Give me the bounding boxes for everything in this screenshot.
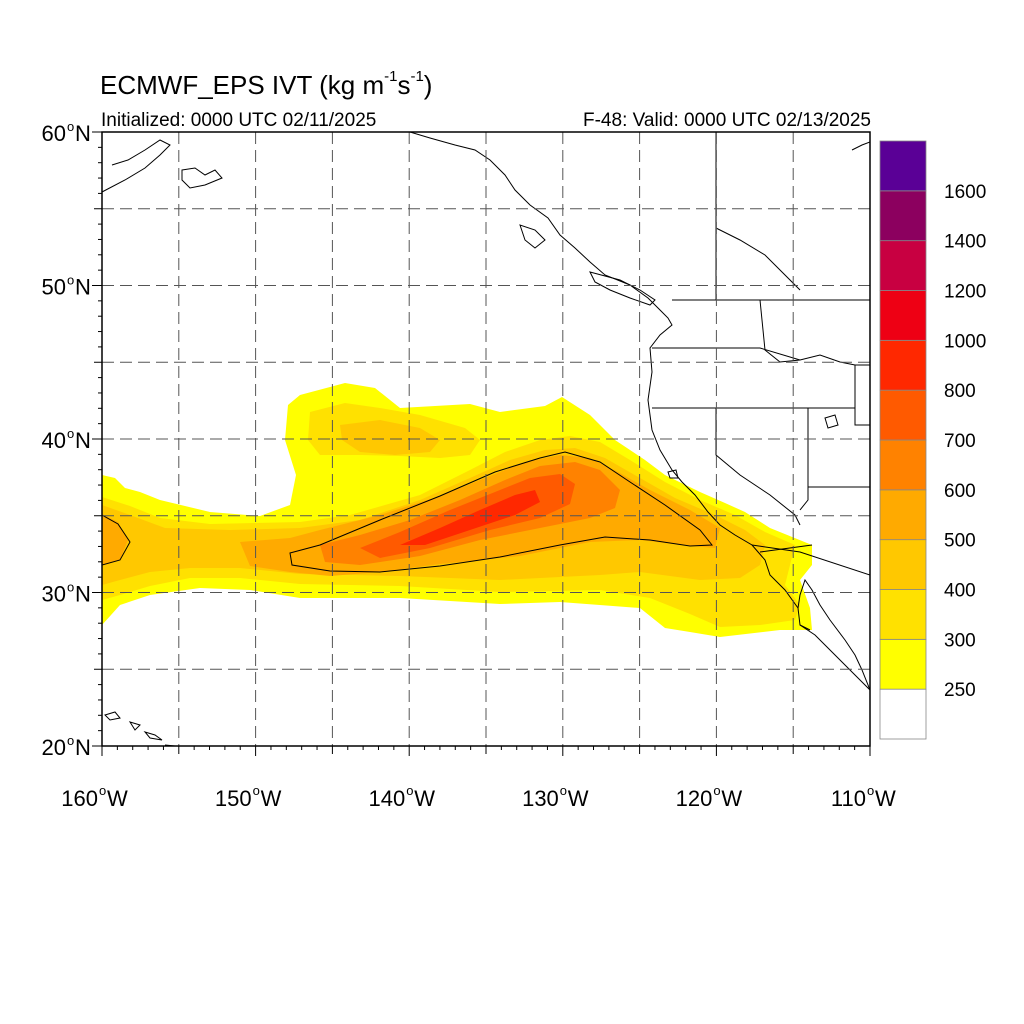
colorbar-label: 300 xyxy=(944,630,976,651)
colorbar-swatch xyxy=(879,240,927,291)
degree-symbol: o xyxy=(713,783,720,798)
colorbar-swatch xyxy=(879,439,927,491)
colorbar-swatch xyxy=(879,140,927,192)
lat-suffix: N xyxy=(75,275,91,300)
colorbar-label: 500 xyxy=(944,531,976,552)
title-exponent-1: -1 xyxy=(384,68,398,86)
ivt-500-contour xyxy=(102,451,714,573)
lat-suffix: N xyxy=(75,428,91,453)
degree-symbol: o xyxy=(67,733,74,748)
lat-suffix: N xyxy=(75,121,91,146)
lon-suffix: W xyxy=(875,786,896,811)
degree-symbol: o xyxy=(67,580,74,595)
ivt-shade-500 xyxy=(102,514,128,565)
lon-label-value: 110 xyxy=(831,786,866,811)
colorbar-label: 1400 xyxy=(944,232,986,253)
lon-label-value: 160 xyxy=(61,786,98,811)
colorbar-swatch xyxy=(879,688,927,740)
lon-label: 120 o W xyxy=(676,783,743,811)
lat-label: 40 xyxy=(42,428,66,453)
colorbar-swatch xyxy=(879,638,927,690)
lat-label: 60 xyxy=(42,121,66,146)
degree-symbol: o xyxy=(67,426,74,441)
colorbar-label: 400 xyxy=(944,581,976,602)
lon-label-value: 140 xyxy=(368,786,405,811)
title-end: ) xyxy=(423,70,433,100)
degree-symbol: o xyxy=(867,783,874,798)
lon-label-value: 120 xyxy=(676,786,713,811)
degree-symbol: o xyxy=(406,783,413,798)
colorbar-swatch xyxy=(879,489,927,541)
colorbar-label: 700 xyxy=(944,431,976,452)
ivt-field xyxy=(102,383,812,637)
lon-label-value: 150 xyxy=(215,786,252,811)
lon-label: 160 o W xyxy=(61,783,128,811)
lon-suffix: W xyxy=(414,786,435,811)
colorbar-swatch xyxy=(879,339,927,391)
colorbar-label: 1200 xyxy=(944,282,986,303)
degree-symbol: o xyxy=(67,119,74,134)
colorbar-label: 800 xyxy=(944,381,976,402)
title-exponent-2: -1 xyxy=(410,68,424,86)
lat-label: 30 xyxy=(42,582,66,607)
ivt-shade-800 xyxy=(400,490,540,545)
lon-label: 110 o W xyxy=(831,783,896,811)
lat-label: 20 xyxy=(42,735,66,760)
colorbar: 250 300 400 500 600 700 800 1000 1200 1400 1600 xyxy=(879,140,986,740)
colorbar-label: 1000 xyxy=(944,331,986,352)
degree-symbol: o xyxy=(99,783,106,798)
colorbar-label: 1600 xyxy=(944,182,986,203)
lon-suffix: W xyxy=(107,786,128,811)
degree-symbol: o xyxy=(67,273,74,288)
colorbar-swatch xyxy=(879,290,927,341)
initialized-label: Initialized: 0000 UTC 02/11/2025 xyxy=(101,110,377,131)
title-main: ECMWF_EPS IVT (kg m xyxy=(100,70,385,100)
title-mid: s xyxy=(397,70,411,100)
chart-title: ECMWF_EPS IVT (kg m-1s-1) xyxy=(100,68,433,101)
lat-label: 50 xyxy=(42,275,66,300)
colorbar-swatch xyxy=(879,190,927,242)
colorbar-swatch xyxy=(879,589,927,640)
lat-suffix: N xyxy=(75,582,91,607)
graticule xyxy=(102,132,870,746)
lon-suffix: W xyxy=(261,786,282,811)
colorbar-swatch xyxy=(879,389,927,441)
degree-symbol: o xyxy=(253,783,260,798)
ivt-shade-400-north xyxy=(340,420,440,455)
lon-label: 140 o W xyxy=(368,783,435,811)
lat-suffix: N xyxy=(75,735,91,760)
colorbar-swatch xyxy=(879,539,927,590)
lon-suffix: W xyxy=(721,786,742,811)
colorbar-label: 250 xyxy=(944,680,976,701)
coastlines xyxy=(102,132,870,746)
lon-label-value: 130 xyxy=(522,786,559,811)
degree-symbol: o xyxy=(560,783,567,798)
lon-label: 130 o W xyxy=(522,783,589,811)
lon-suffix: W xyxy=(568,786,589,811)
colorbar-label: 600 xyxy=(944,481,976,502)
valid-time-label: F-48: Valid: 0000 UTC 02/13/2025 xyxy=(583,110,871,131)
lon-label: 150 o W xyxy=(215,783,282,811)
